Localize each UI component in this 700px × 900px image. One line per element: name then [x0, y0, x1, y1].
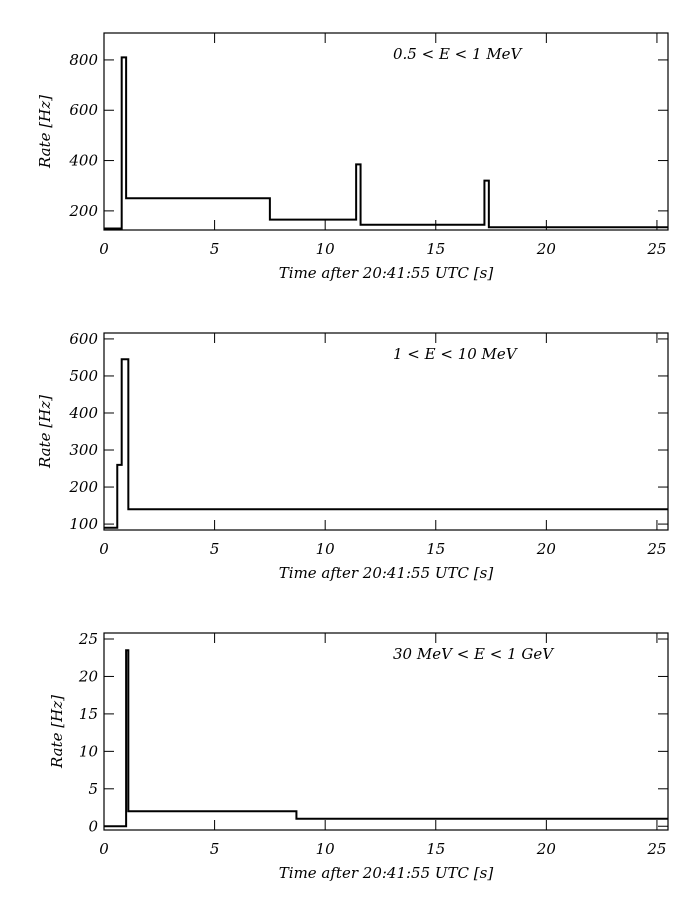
- x-tick-label: 10: [316, 240, 336, 258]
- data-line: [104, 56, 668, 230]
- x-tick-label: 5: [210, 540, 220, 558]
- y-tick-label: 25: [78, 630, 98, 648]
- y-tick-label: 500: [69, 367, 98, 385]
- annotation: 0.5 < E < 1 MeV: [393, 45, 524, 63]
- x-tick-label: 0: [99, 840, 109, 858]
- y-tick-label: 200: [68, 478, 98, 496]
- y-axis-label: Rate [Hz]: [36, 395, 54, 469]
- x-axis-label: Time after 20:41:55 UTC [s]: [279, 864, 494, 882]
- annotation: 1 < E < 10 MeV: [393, 345, 519, 363]
- y-tick-label: 20: [78, 667, 99, 685]
- y-tick-label: 400: [68, 404, 98, 422]
- x-tick-label: 0: [99, 240, 109, 258]
- x-tick-label: 25: [646, 240, 666, 258]
- plot-frame: [103, 632, 669, 831]
- y-tick-label: 600: [69, 330, 98, 348]
- data-line: [104, 358, 668, 529]
- x-tick-label: 25: [646, 840, 666, 858]
- x-tick-label: 10: [316, 540, 336, 558]
- y-axis-label: Rate [Hz]: [36, 95, 54, 169]
- x-tick-label: 5: [210, 240, 220, 258]
- x-tick-label: 20: [536, 540, 557, 558]
- x-tick-label: 0: [99, 540, 109, 558]
- plot-frame: [103, 332, 669, 531]
- y-tick-label: 400: [68, 152, 98, 170]
- plot-frame: [103, 32, 669, 231]
- x-tick-label: 25: [646, 540, 666, 558]
- x-axis-label: Time after 20:41:55 UTC [s]: [279, 264, 494, 282]
- x-tick-label: 15: [426, 240, 445, 258]
- x-tick-label: 5: [210, 840, 220, 858]
- y-tick-label: 15: [79, 705, 98, 723]
- x-axis-label: Time after 20:41:55 UTC [s]: [279, 564, 494, 582]
- y-tick-label: 100: [69, 515, 98, 533]
- y-tick-label: 0: [88, 817, 98, 835]
- x-tick-label: 10: [316, 840, 336, 858]
- x-tick-label: 20: [536, 240, 557, 258]
- data-line: [104, 649, 668, 828]
- y-tick-label: 10: [79, 742, 99, 760]
- y-tick-label: 200: [68, 202, 98, 220]
- y-tick-label: 600: [69, 101, 98, 119]
- y-axis-label: Rate [Hz]: [48, 695, 66, 769]
- annotation: 30 MeV < E < 1 GeV: [393, 645, 555, 663]
- y-tick-label: 300: [69, 441, 98, 459]
- x-tick-label: 15: [426, 840, 445, 858]
- x-tick-label: 15: [426, 540, 445, 558]
- y-tick-label: 800: [69, 51, 98, 69]
- x-tick-label: 20: [536, 840, 557, 858]
- y-tick-label: 5: [88, 780, 98, 798]
